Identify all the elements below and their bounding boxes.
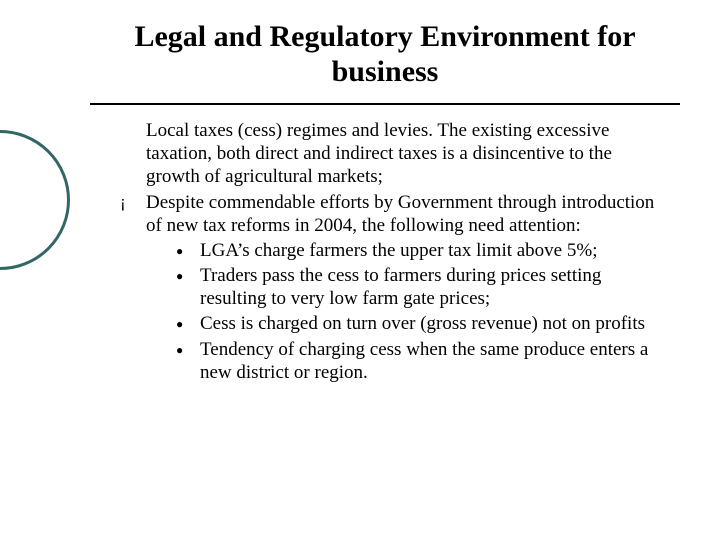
sublist-item: ● Tendency of charging cess when the sam… (176, 338, 670, 384)
list-item-body: Despite commendable efforts by Governmen… (146, 192, 654, 236)
list-item: ¡ Despite commendable efforts by Governm… (120, 191, 670, 386)
bullet-sub-icon: ● (176, 338, 200, 384)
list-item: ¡ Local taxes (cess) regimes and levies.… (120, 119, 670, 189)
sublist-item-text: LGA’s charge farmers the upper tax limit… (200, 239, 670, 262)
sublist-item: ● Traders pass the cess to farmers durin… (176, 264, 670, 310)
bullet-sub-icon: ● (176, 264, 200, 310)
sublist-item: ● Cess is charged on turn over (gross re… (176, 312, 670, 335)
bullet-sub-icon: ● (176, 312, 200, 335)
content-area: ¡ Local taxes (cess) regimes and levies.… (0, 119, 720, 386)
list-item-text: Local taxes (cess) regimes and levies. T… (146, 119, 670, 189)
sublist-item-text: Cess is charged on turn over (gross reve… (200, 312, 670, 335)
title-rule (90, 103, 680, 105)
bullet-main-icon: ¡ (120, 191, 146, 386)
page-title: Legal and Regulatory Environment for bus… (0, 0, 720, 97)
sublist-item-text: Traders pass the cess to farmers during … (200, 264, 670, 310)
sublist-item: ● LGA’s charge farmers the upper tax lim… (176, 239, 670, 262)
sublist: ● LGA’s charge farmers the upper tax lim… (146, 239, 670, 384)
list-item-text: Despite commendable efforts by Governmen… (146, 191, 670, 386)
sublist-item-text: Tendency of charging cess when the same … (200, 338, 670, 384)
bullet-sub-icon: ● (176, 239, 200, 262)
